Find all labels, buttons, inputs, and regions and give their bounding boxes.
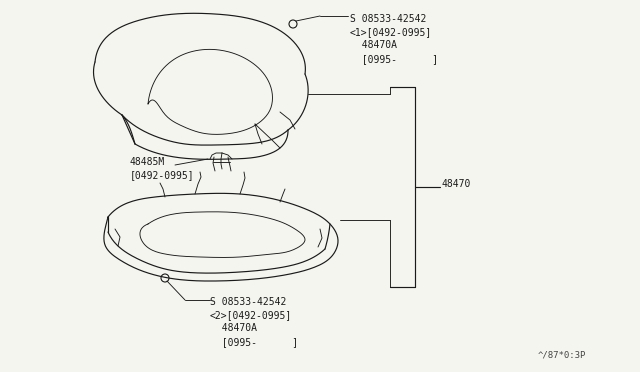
Text: 48470: 48470	[442, 179, 472, 189]
Text: S 08533-42542
<1>[0492-0995]
  48470A
  [0995-      ]: S 08533-42542 <1>[0492-0995] 48470A [099…	[350, 14, 438, 64]
Text: S 08533-42542
<2>[0492-0995]
  48470A
  [0995-      ]: S 08533-42542 <2>[0492-0995] 48470A [099…	[210, 297, 298, 347]
Text: ^/87*0:3P: ^/87*0:3P	[538, 351, 586, 360]
Text: 48485M
[0492-0995]: 48485M [0492-0995]	[130, 157, 195, 180]
